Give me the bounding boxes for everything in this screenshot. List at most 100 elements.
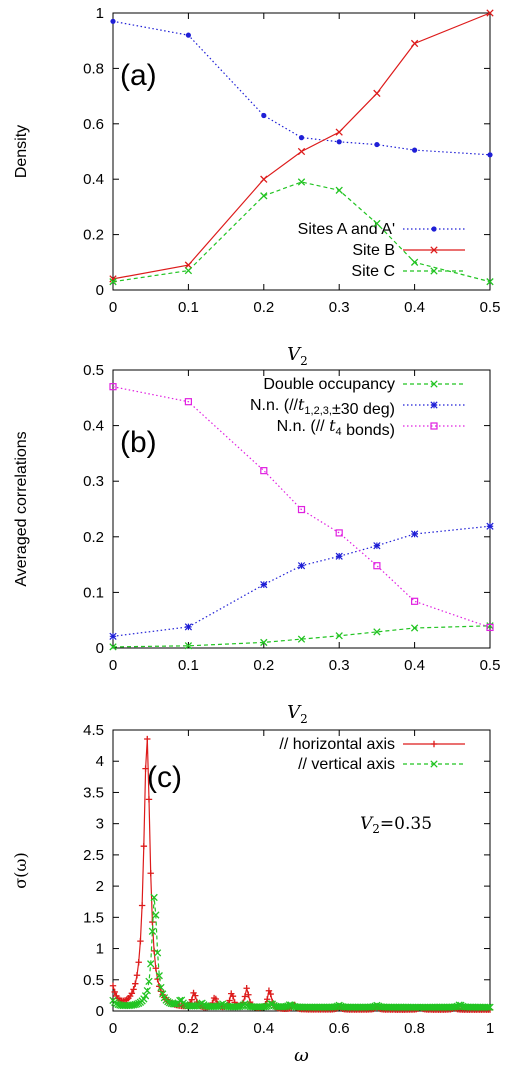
data-point — [150, 893, 158, 902]
data-point — [297, 178, 306, 186]
chart-panel-1: 0 0.2 0.4 0.6 0.8 1 0 0.1 0.2 0.3 0.4 0.5 Density V2 (… — [13, 5, 500, 368]
legend-entry-2: N.n. (//t1,2,3,±30 deg) — [250, 395, 465, 418]
data-point — [132, 980, 139, 987]
legend-label-var: t — [329, 416, 336, 435]
data-point — [111, 988, 118, 996]
x-tick-label: 0.2 — [253, 299, 274, 316]
y-tick-label: 0.4 — [83, 418, 104, 435]
series-3 — [109, 178, 494, 286]
data-point — [297, 635, 306, 643]
data-point — [145, 796, 153, 803]
legend-marker — [430, 246, 438, 254]
x-axis-label: V2 — [287, 344, 308, 368]
legend-label-text: ±30 deg) — [332, 401, 395, 418]
panel-label: (b) — [120, 426, 157, 459]
y-tick-label: 0.3 — [83, 473, 104, 490]
series-line — [112, 525, 491, 637]
data-point — [157, 988, 165, 995]
series-line — [112, 625, 491, 648]
y-tick-label: 3 — [96, 816, 104, 833]
x-axis-label: ω — [294, 1045, 309, 1066]
data-point — [264, 996, 271, 1003]
data-point — [243, 985, 250, 992]
x-tick-label: 0 — [109, 657, 117, 674]
x-tick-label: 0 — [109, 1020, 117, 1037]
legend-label-text: Site C — [351, 263, 395, 280]
legend-marker — [431, 226, 437, 232]
data-point — [185, 32, 191, 38]
data-point — [245, 991, 252, 998]
data-point — [155, 972, 163, 980]
data-point — [373, 628, 381, 636]
legend-entry-2: Site B — [352, 242, 465, 259]
legend-entry-2: // vertical axis — [298, 756, 465, 773]
data-point — [226, 997, 233, 1004]
legend-label: Site C — [351, 263, 395, 280]
legend-entry-1: // horizontal axis — [279, 736, 465, 753]
data-point — [410, 624, 419, 632]
legend-label: Site B — [352, 242, 395, 259]
y-tick-label: 2 — [96, 878, 104, 895]
y-tick-label: 0.2 — [83, 227, 104, 244]
data-point — [487, 152, 493, 158]
y-tick-label: 1.5 — [83, 909, 104, 926]
data-point — [109, 982, 117, 989]
legend-marker — [430, 422, 438, 430]
data-point — [152, 911, 160, 919]
data-point — [133, 972, 141, 979]
series-3 — [109, 383, 494, 632]
y-tick-label: 4.5 — [83, 722, 104, 739]
panel-label: (a) — [120, 59, 157, 92]
plot-frame — [112, 12, 491, 291]
data-point — [159, 990, 167, 998]
data-point — [267, 990, 274, 998]
y-tick-label: 0.5 — [83, 972, 104, 989]
data-point — [260, 467, 268, 475]
y-axis-label: σ(ω) — [11, 852, 30, 888]
legend-marker — [430, 401, 438, 409]
annotation-part: =0.35 — [380, 814, 432, 834]
data-point — [130, 986, 137, 993]
data-point — [152, 965, 160, 972]
data-point — [336, 139, 342, 145]
data-point — [373, 89, 381, 97]
data-point — [486, 9, 494, 17]
series-1 — [110, 18, 493, 158]
data-point — [143, 986, 151, 995]
data-point — [145, 977, 153, 986]
data-point — [265, 987, 273, 994]
data-point — [298, 135, 305, 141]
data-point — [184, 642, 193, 650]
legend-label-text: // horizontal axis — [279, 736, 395, 753]
x-tick-label: 0.4 — [253, 1020, 274, 1037]
legend-label: // vertical axis — [298, 756, 395, 773]
data-point — [260, 638, 268, 647]
chart-panel-2: 0 0.1 0.2 0.3 0.4 0.5 0 0.1 0.2 0.3 0.4 0.5 Averaged… — [13, 362, 500, 726]
annotation-part: 2 — [372, 822, 380, 836]
legend-label: Double occupancy — [263, 376, 395, 393]
data-point — [486, 522, 494, 530]
series-2 — [109, 522, 494, 640]
x-axis-label: V2 — [287, 702, 308, 726]
data-point — [241, 993, 249, 1000]
data-point — [184, 261, 193, 269]
data-point — [109, 278, 117, 286]
plot-frame — [112, 369, 491, 649]
data-point — [486, 278, 494, 286]
x-axis-label-subscript: 2 — [300, 354, 308, 368]
x-tick-label: 0.3 — [329, 657, 350, 674]
data-point — [297, 505, 306, 514]
legend-label: // horizontal axis — [279, 736, 395, 753]
y-tick-label: 0.8 — [83, 60, 104, 77]
y-tick-label: 0 — [96, 282, 104, 299]
data-point — [410, 258, 419, 266]
data-point — [144, 735, 151, 743]
y-tick-label: 0.4 — [83, 171, 104, 188]
legend-label: Sites A and A' — [298, 221, 395, 238]
legend-label: N.n. (// t4 bonds) — [277, 416, 395, 439]
data-point — [135, 959, 142, 966]
data-point — [410, 530, 419, 538]
data-point — [335, 529, 343, 537]
data-point — [260, 175, 268, 183]
legend-label-text: N.n. (// — [277, 418, 329, 435]
